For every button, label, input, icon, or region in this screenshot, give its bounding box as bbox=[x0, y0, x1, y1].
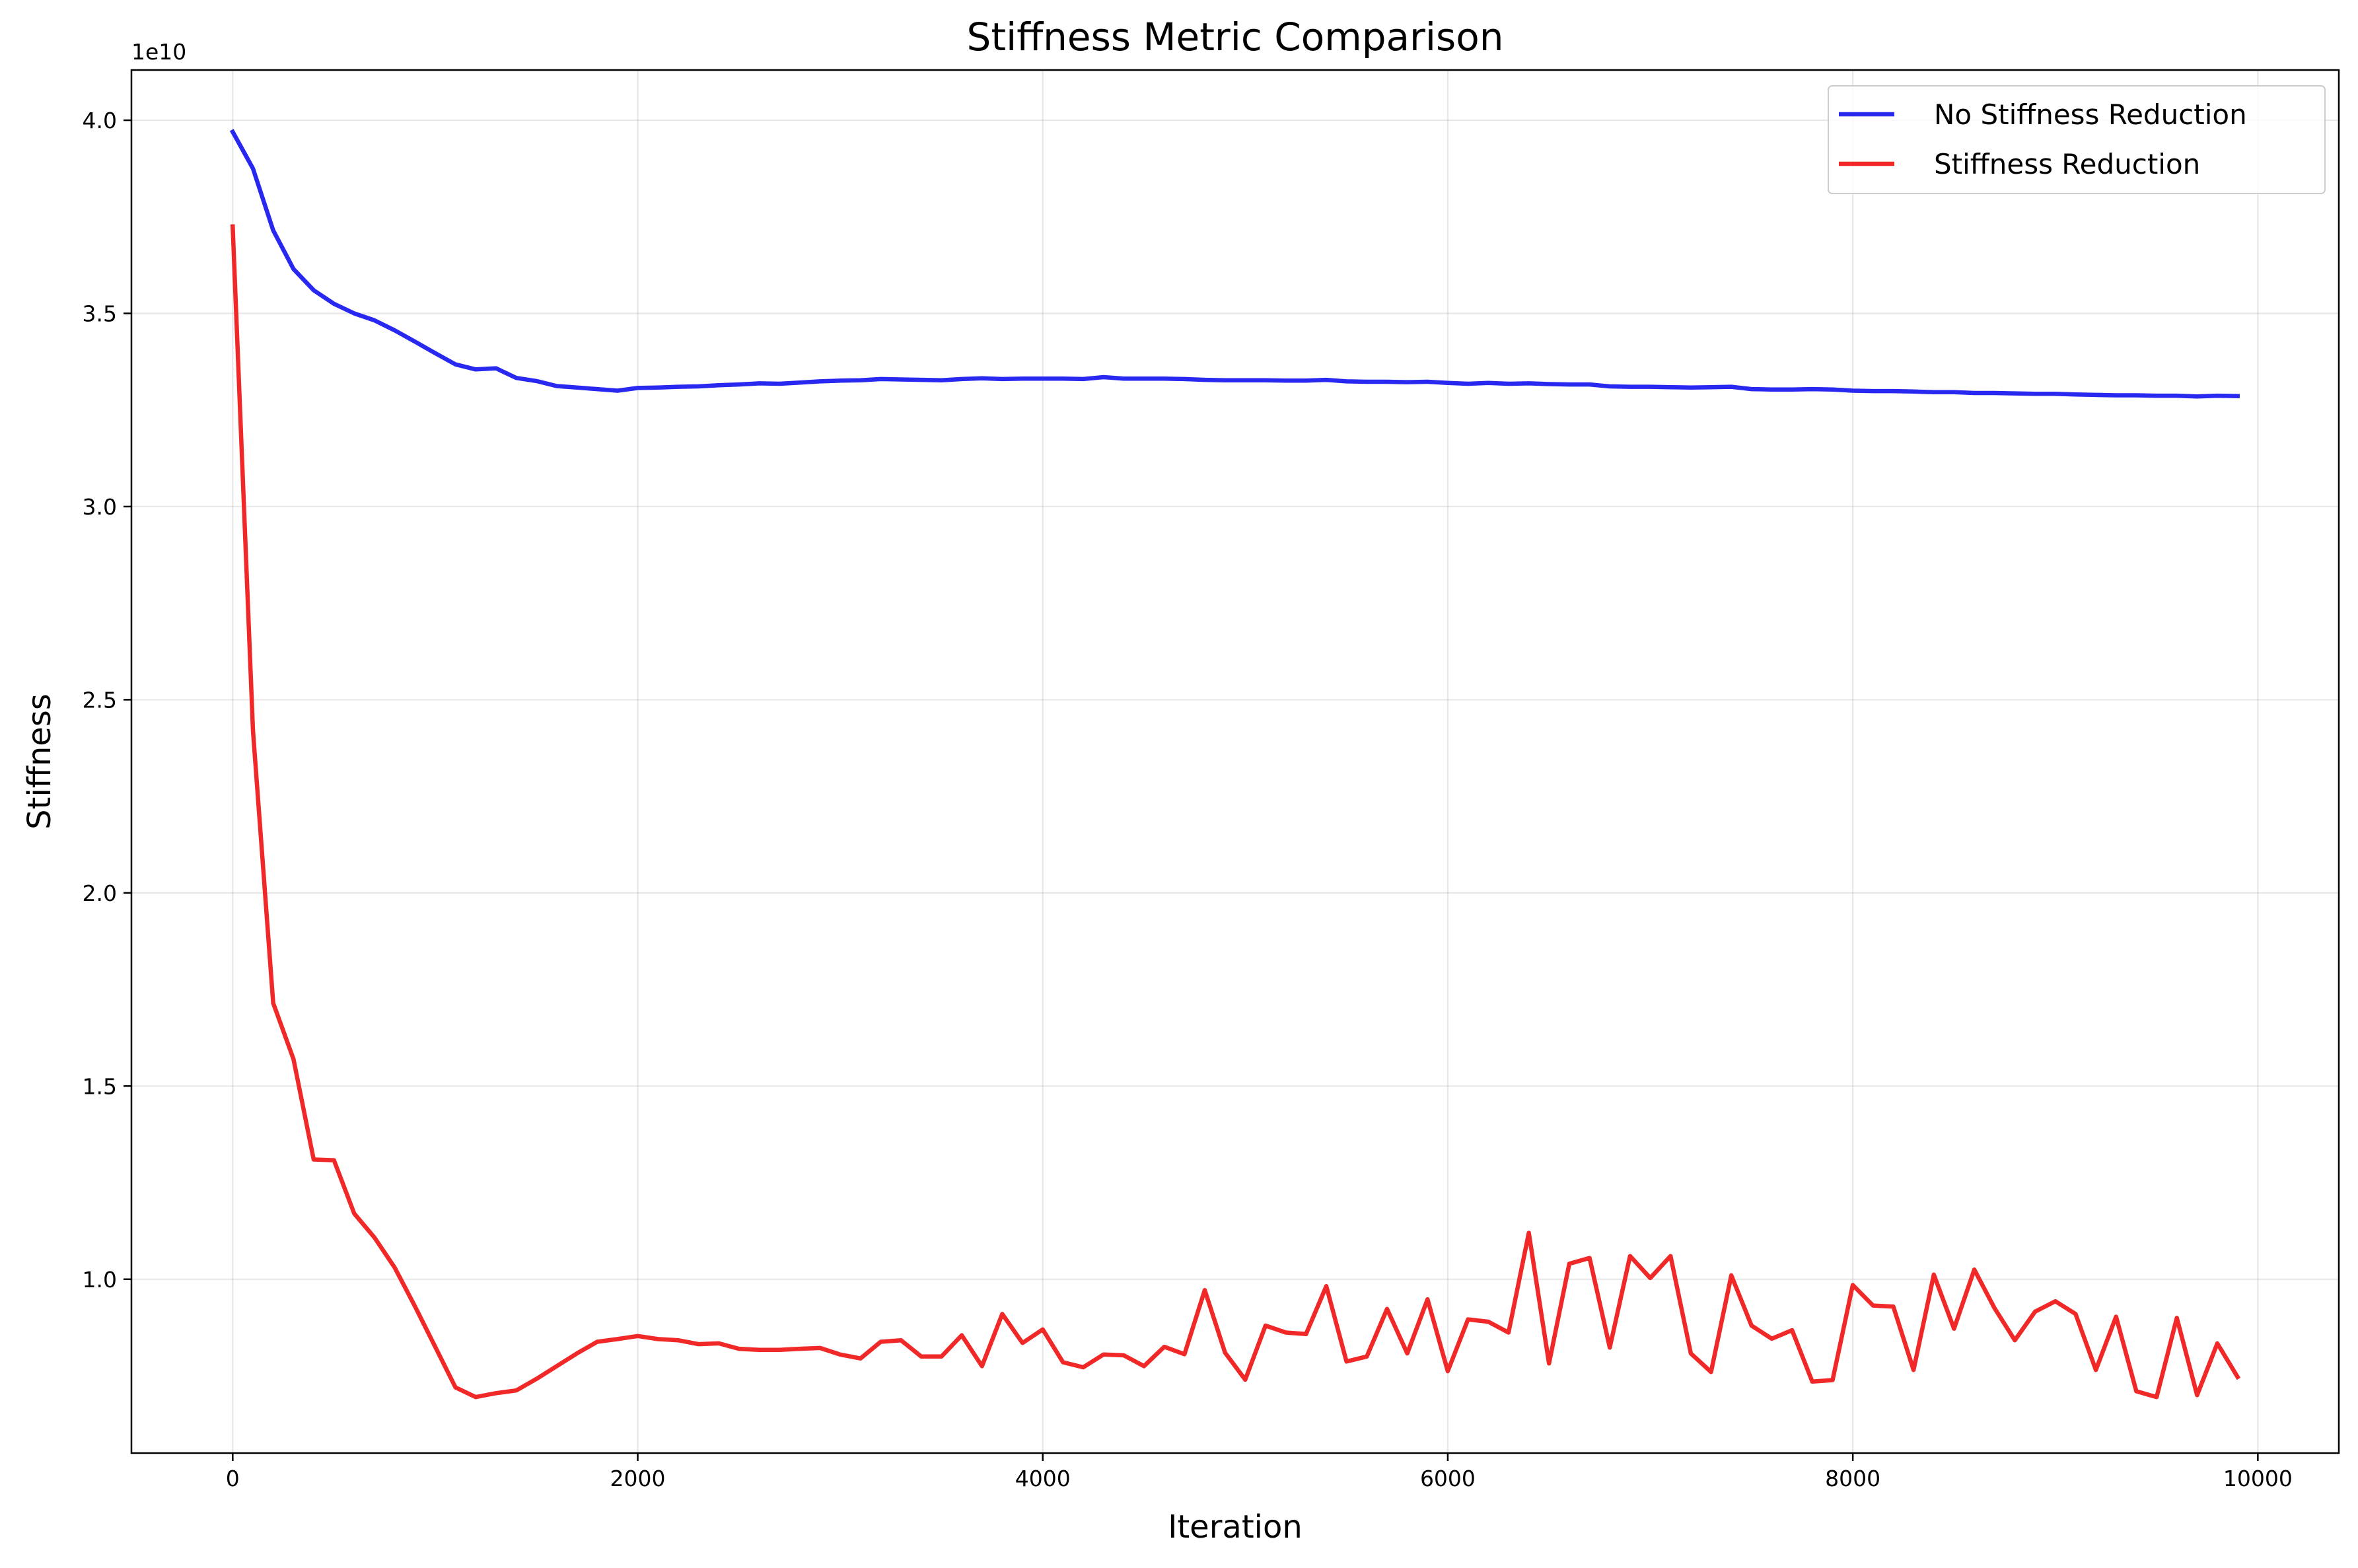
y-tick-label: 2.0 bbox=[83, 880, 117, 906]
series-line-1 bbox=[230, 224, 2241, 1400]
y-tick-label: 3.5 bbox=[83, 301, 117, 326]
plot-frame bbox=[130, 69, 2340, 1454]
legend-label-0: No Stiffness Reduction bbox=[1934, 98, 2247, 131]
series-lines bbox=[229, 129, 2241, 1400]
x-axis-title: Iteration bbox=[1168, 1509, 1303, 1546]
x-tick-label: 8000 bbox=[1825, 1466, 1880, 1491]
y-tick-label: 1.5 bbox=[83, 1073, 117, 1099]
y-tick-label: 2.5 bbox=[83, 687, 117, 713]
legend: No Stiffness Reduction Stiffness Reductio… bbox=[1828, 85, 2326, 194]
x-tick-label: 6000 bbox=[1420, 1466, 1476, 1491]
y-tick-label: 1.0 bbox=[83, 1267, 117, 1293]
y-tick-label: 3.0 bbox=[83, 494, 117, 520]
legend-entries: No Stiffness Reduction Stiffness Reductio… bbox=[1839, 98, 2247, 180]
x-tick-label: 10000 bbox=[2223, 1466, 2293, 1491]
y-tick-label: 4.0 bbox=[83, 108, 117, 133]
x-tick-label: 4000 bbox=[1015, 1466, 1071, 1491]
x-tick-label: 2000 bbox=[610, 1466, 666, 1491]
x-tick-label: 0 bbox=[226, 1466, 240, 1491]
y-axis-title: Stiffness bbox=[21, 694, 58, 830]
legend-label-1: Stiffness Reduction bbox=[1934, 148, 2200, 180]
axis-ticks: 0 2000 4000 6000 8000 10000 1.0 1.5 2.0 2.5 3.0 3.5… bbox=[83, 108, 2293, 1491]
chart-title: Stiffness Metric Comparison bbox=[967, 15, 1504, 59]
legend-box bbox=[1828, 85, 2326, 194]
y-axis-offset-label: 1e10 bbox=[131, 39, 186, 65]
series-line-0 bbox=[229, 129, 2240, 399]
